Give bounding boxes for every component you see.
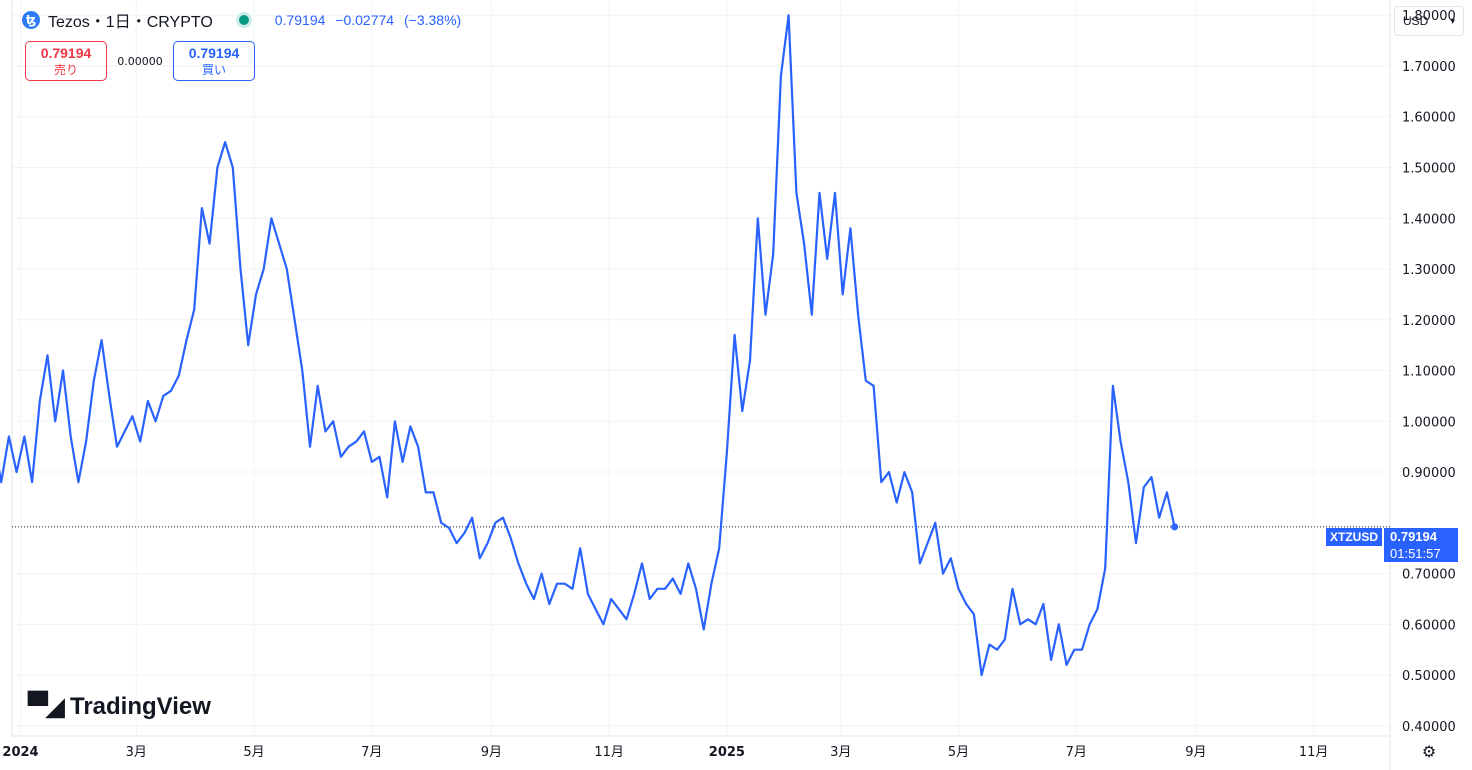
sell-button[interactable]: 0.79194 売り: [25, 41, 107, 81]
x-tick-label: 11月: [1299, 745, 1329, 760]
x-tick-label: 9月: [1185, 745, 1206, 760]
y-tick-label: 1.00000: [1402, 415, 1456, 430]
price-label-symbol: XTZUSD: [1326, 528, 1382, 546]
y-tick-label: 0.60000: [1402, 618, 1456, 633]
y-tick-label: 0.40000: [1402, 720, 1456, 735]
last-price-label: XTZUSD 0.79194 01:51:57: [1326, 528, 1458, 562]
price-change-pct: (−3.38%): [403, 12, 462, 28]
price-series-line: [0, 14, 1176, 677]
market-status-icon[interactable]: [238, 15, 249, 25]
y-tick-label: 1.20000: [1402, 314, 1456, 329]
trade-panel: 0.79194 売り 0.00000 0.79194 買い: [25, 41, 255, 81]
price-label-box: 0.79194 01:51:57: [1384, 528, 1458, 562]
x-tick-label: 11月: [594, 745, 624, 760]
spread-value: 0.00000: [117, 54, 163, 68]
price-axis: 0.40000 0.50000 0.60000 0.70000 0.90000 1.000…: [1402, 9, 1456, 735]
sell-label: 売り: [53, 62, 78, 77]
y-tick-label: 1.10000: [1402, 365, 1456, 380]
x-tick-label: 9月: [481, 745, 502, 760]
tradingview-logo-text: TradingView: [70, 693, 211, 720]
price-change: −0.02774: [335, 12, 395, 28]
settings-icon[interactable]: ⚙: [1421, 741, 1437, 761]
currency-select[interactable]: USD ▾: [1394, 6, 1464, 36]
price-info: 0.79194 −0.02774 (−3.38%): [275, 12, 467, 28]
x-tick-label: 5月: [243, 745, 264, 760]
current-price: 0.79194: [274, 12, 326, 28]
buy-button[interactable]: 0.79194 買い: [173, 41, 255, 81]
y-tick-label: 1.30000: [1402, 263, 1456, 278]
y-tick-label: 1.50000: [1402, 162, 1456, 177]
x-tick-label: 3月: [126, 745, 147, 760]
y-tick-label: 0.70000: [1402, 568, 1456, 583]
tradingview-logo-icon: ▀◢: [28, 692, 65, 722]
chart-header: ꜩ Tezos・1日・CRYPTO 0.79194 −0.02774 (−3.3…: [22, 8, 467, 32]
y-tick-label: 0.50000: [1402, 669, 1456, 684]
sell-price: 0.79194: [40, 44, 92, 61]
chevron-down-icon: ▾: [1450, 15, 1455, 26]
tradingview-logo[interactable]: ▀◢ TradingView: [28, 692, 211, 722]
buy-label: 買い: [201, 62, 226, 77]
y-tick-label: 1.60000: [1402, 111, 1456, 126]
tezos-icon[interactable]: ꜩ: [22, 11, 40, 29]
price-label-value: 0.79194: [1390, 529, 1437, 544]
currency-value: USD: [1403, 14, 1429, 28]
y-tick-label: 0.90000: [1402, 466, 1456, 481]
x-tick-label: 5月: [948, 745, 969, 760]
symbol-title[interactable]: Tezos・1日・CRYPTO: [48, 14, 213, 31]
x-tick-label: 7月: [1066, 745, 1087, 760]
buy-price: 0.79194: [188, 44, 240, 61]
time-axis: 2024 3月 5月 7月 9月 11月 2025 3月 5月 7月 9月 11月: [2, 745, 1328, 760]
x-tick-label: 7月: [361, 745, 382, 760]
chart-grid: [12, 0, 1390, 736]
x-tick-label: 2025: [709, 745, 745, 760]
last-price-point: [1171, 523, 1179, 531]
x-tick-label: 3月: [830, 745, 851, 760]
y-tick-label: 1.40000: [1402, 212, 1456, 227]
x-tick-label: 2024: [2, 745, 38, 760]
price-label-countdown: 01:51:57: [1390, 546, 1441, 561]
y-tick-label: 1.70000: [1402, 60, 1456, 75]
y-tick-label: 1.80000: [1402, 9, 1456, 24]
